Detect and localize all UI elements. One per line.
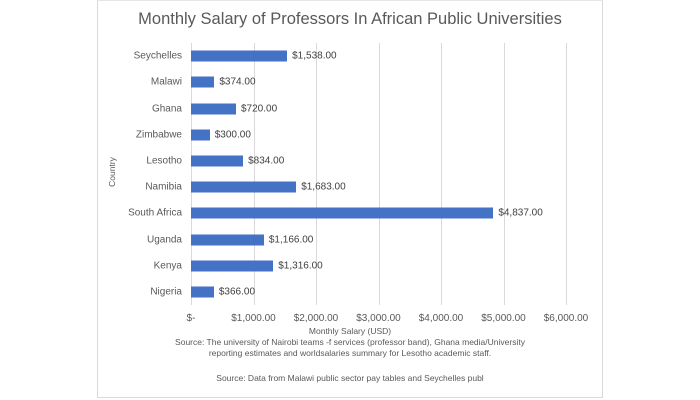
gridline <box>566 43 567 305</box>
data-label: $1,316.00 <box>278 260 323 272</box>
gridline <box>378 43 380 305</box>
bar-lesotho <box>191 155 244 167</box>
y-tick-label: South Africa <box>128 207 182 219</box>
y-tick-label: Ghana <box>151 103 182 114</box>
bar-south-africa <box>191 207 494 219</box>
y-tick-label: Kenya <box>153 260 182 272</box>
gridline <box>503 43 505 305</box>
bar-malawi <box>191 76 215 88</box>
source-note-2: reporting estimates and worldsalaries su… <box>208 348 492 358</box>
x-tick-label: $2,000.00 <box>293 313 339 324</box>
source-note-1: Source: The university of Nairobi teams … <box>175 337 525 347</box>
data-label: $1,683.00 <box>301 181 346 193</box>
source-note-3: Source: Data from Malawi public sector p… <box>216 373 484 383</box>
x-tick-label: $1,000.00 <box>231 313 276 324</box>
gridline <box>441 43 442 305</box>
gridline <box>316 43 317 305</box>
y-tick-label: Seychelles <box>133 50 182 62</box>
data-label: $720.00 <box>241 103 278 114</box>
data-label: $4,837.00 <box>498 207 543 219</box>
x-tick-label: $6,000.00 <box>543 313 589 324</box>
y-tick-label: Uganda <box>146 234 182 245</box>
data-label: $300.00 <box>214 129 251 141</box>
bar-kenya <box>191 260 274 272</box>
data-label: $1,538.00 <box>292 50 337 62</box>
bar-namibia <box>191 181 297 193</box>
x-tick-label: $- <box>186 313 196 324</box>
y-tick-label: Malawi <box>150 76 182 88</box>
bar-seychelles <box>191 50 288 62</box>
data-label: $834.00 <box>248 155 285 167</box>
data-label: $1,166.00 <box>268 234 314 245</box>
bar-uganda <box>191 234 264 245</box>
bar-ghana <box>191 103 236 114</box>
y-tick-label: Zimbabwe <box>135 129 182 141</box>
bar-nigeria <box>191 286 214 298</box>
y-tick-label: Namibia <box>145 181 182 193</box>
chart-frame <box>97 0 603 398</box>
x-tick-label: $4,000.00 <box>418 313 464 324</box>
chart-title: Monthly Salary of Professors In African … <box>138 10 562 28</box>
y-axis-title: Country <box>107 157 117 187</box>
plot-area: $1,538.00 $374.00 $720.00 $300.00 $834.00 $1,… <box>191 43 567 305</box>
x-tick-label: $3,000.00 <box>356 313 401 324</box>
data-label: $374.00 <box>219 76 256 88</box>
gridline <box>191 43 192 305</box>
gridline <box>253 43 255 305</box>
bar-zimbabwe <box>191 129 210 141</box>
data-label: $366.00 <box>218 286 256 298</box>
x-axis-title: Monthly Salary (USD) <box>308 326 392 336</box>
x-tick-label: $5,000.00 <box>481 313 526 324</box>
y-tick-label: Nigeria <box>150 286 182 298</box>
y-tick-label: Lesotho <box>146 155 182 167</box>
